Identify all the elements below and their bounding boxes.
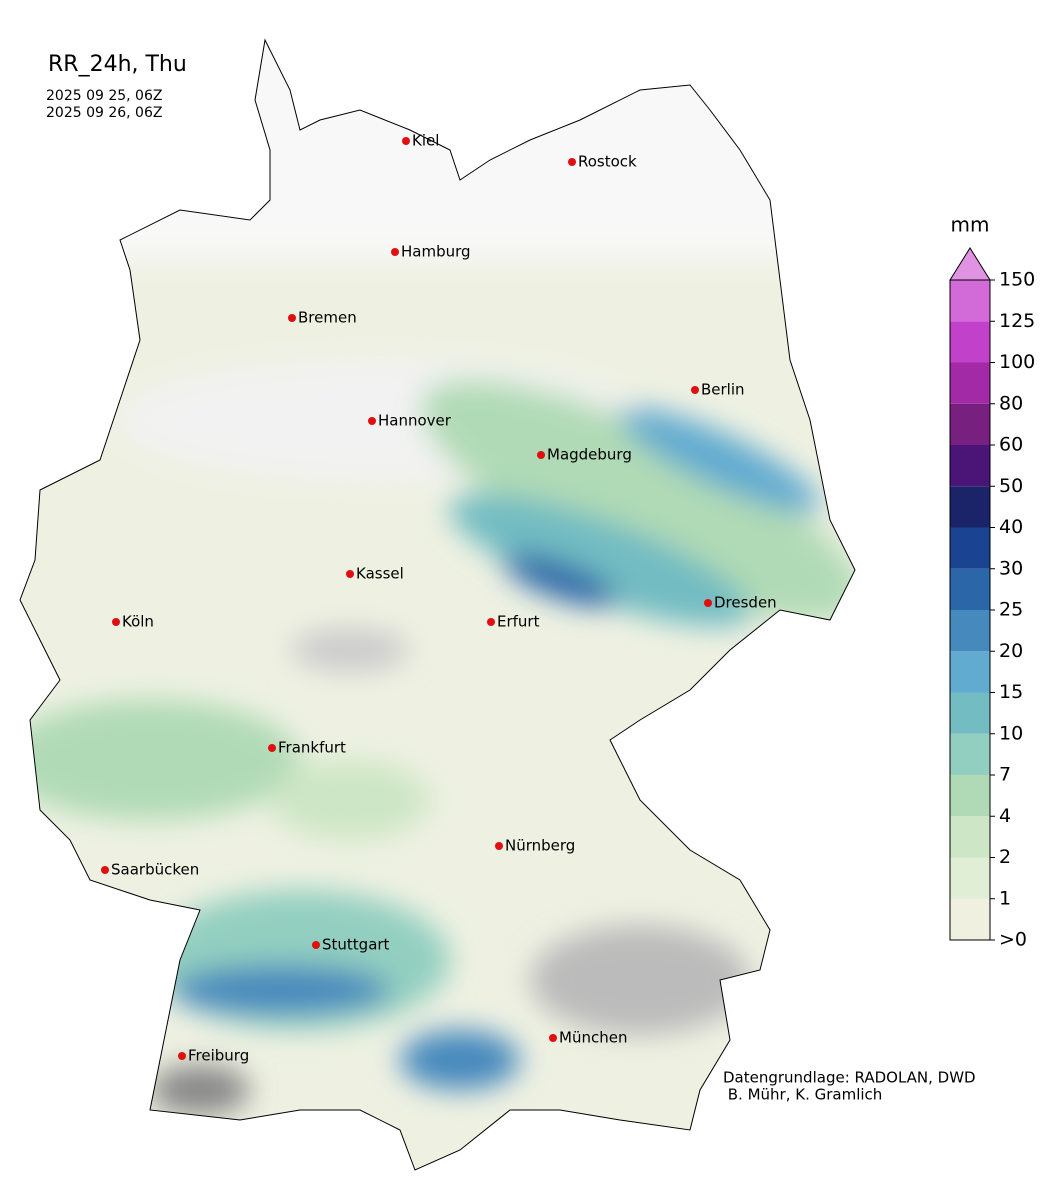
- city-label: Dresden: [714, 594, 777, 612]
- city-label: Köln: [122, 613, 154, 631]
- city-label: Stuttgart: [322, 936, 390, 954]
- city-marker: [101, 866, 109, 874]
- colorbar-band: [950, 486, 990, 528]
- city-marker: [568, 158, 576, 166]
- colorbar-tick-label: 7: [999, 764, 1011, 786]
- colorbar-band: [950, 898, 990, 940]
- colorbar-tick-label: 125: [999, 310, 1035, 332]
- colorbar-band: [950, 445, 990, 487]
- city-marker: [402, 137, 410, 145]
- colorbar-band: [950, 280, 990, 322]
- colorbar-unit: mm: [951, 213, 990, 237]
- colorbar-tick-label: 40: [999, 516, 1023, 538]
- colorbar-tick-label: 150: [999, 269, 1035, 291]
- colorbar-tick-label: >0: [999, 929, 1027, 951]
- colorbar-band: [950, 403, 990, 445]
- city-label: Rostock: [578, 153, 637, 171]
- city-marker: [368, 417, 376, 425]
- city-marker: [178, 1052, 186, 1060]
- city-marker: [391, 248, 399, 256]
- colorbar-band: [950, 692, 990, 734]
- city-label: Kiel: [412, 132, 439, 150]
- colorbar-tick-label: 30: [999, 557, 1023, 579]
- city-marker: [268, 744, 276, 752]
- city-marker: [288, 314, 296, 322]
- city-marker: [495, 842, 503, 850]
- city-label: Hannover: [378, 412, 452, 430]
- city-marker: [112, 618, 120, 626]
- city-marker: [487, 618, 495, 626]
- colorbar-tick-label: 80: [999, 392, 1023, 414]
- colorbar-tick-label: 2: [999, 846, 1011, 868]
- city-label: Erfurt: [497, 613, 540, 631]
- colorbar-band: [950, 568, 990, 610]
- colorbar: mm >0 1 2 4 7 10 15 20 25 30 40 50 60 80 100 125 150: [949, 213, 1035, 951]
- city-marker: [537, 451, 545, 459]
- city-label: Frankfurt: [278, 739, 346, 757]
- colorbar-band: [950, 610, 990, 652]
- colorbar-band: [950, 321, 990, 363]
- city-label: Berlin: [701, 381, 745, 399]
- colorbar-tick-label: 15: [999, 681, 1023, 703]
- colorbar-band: [950, 527, 990, 569]
- colorbar-tick-label: 25: [999, 599, 1023, 621]
- colorbar-extend: [949, 247, 991, 281]
- credit: B. Mühr, K. Gramlich: [723, 1086, 882, 1104]
- period-end: 2025 09 26, 06Z: [46, 105, 162, 121]
- colorbar-tick-label: 20: [999, 640, 1023, 662]
- colorbar-tick-label: 10: [999, 722, 1023, 744]
- city-marker: [691, 386, 699, 394]
- colorbar-band: [950, 733, 990, 775]
- colorbar-band: [950, 775, 990, 817]
- colorbar-tick-label: 4: [999, 805, 1011, 827]
- city-marker: [312, 941, 320, 949]
- colorbar-band: [950, 857, 990, 899]
- colorbar-tick-label: 60: [999, 434, 1023, 456]
- city-label: Hamburg: [401, 243, 471, 261]
- city-label: Nürnberg: [505, 837, 575, 855]
- colorbar-band: [950, 651, 990, 693]
- city-marker: [346, 570, 354, 578]
- colorbar-band: [950, 816, 990, 858]
- credit: Datengrundlage: RADOLAN, DWD: [723, 1069, 976, 1087]
- colorbar-tick-label: 50: [999, 475, 1023, 497]
- city-label: Bremen: [298, 309, 357, 327]
- colorbar-tick-label: 100: [999, 351, 1035, 373]
- city-label: München: [559, 1029, 627, 1047]
- colorbar-tick-label: 1: [999, 887, 1011, 909]
- city-label: Saarbücken: [111, 861, 199, 879]
- city-label: Kassel: [356, 565, 404, 583]
- period-start: 2025 09 25, 06Z: [46, 88, 162, 104]
- city-label: Freiburg: [188, 1047, 249, 1065]
- city-marker: [549, 1034, 557, 1042]
- colorbar-band: [950, 362, 990, 404]
- city-marker: [704, 599, 712, 607]
- city-layer: Kiel Rostock Hamburg Bremen Berlin Hannover Ma…: [101, 132, 777, 1065]
- map-title: RR_24h, Thu: [48, 52, 187, 77]
- city-label: Magdeburg: [547, 446, 632, 464]
